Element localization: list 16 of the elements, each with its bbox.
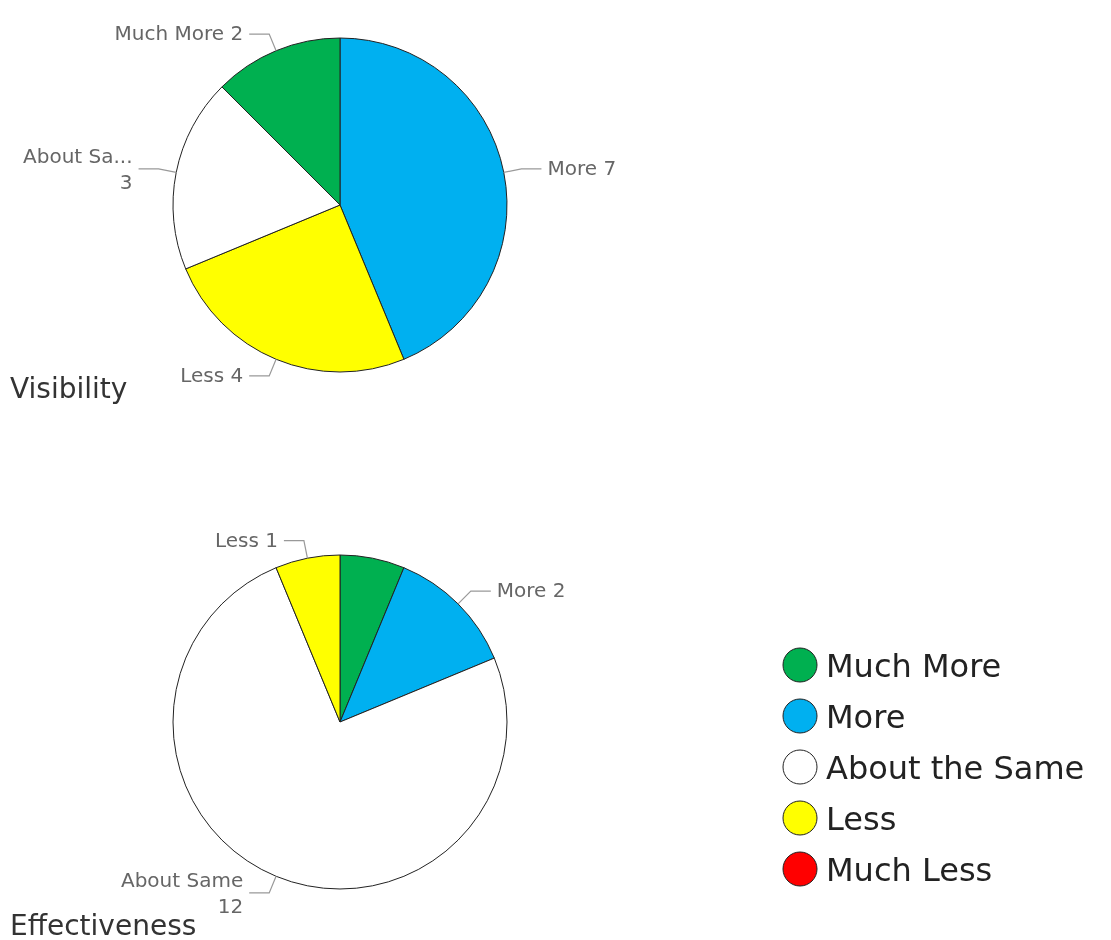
data-label: Less 1: [214, 527, 278, 552]
slice-label: Less: [180, 362, 225, 387]
data-label: 4: [230, 362, 244, 387]
data-label: More 2: [496, 578, 566, 603]
legend-label: Less: [826, 800, 897, 838]
legend-label: More: [826, 698, 906, 736]
data-label: 2: [230, 21, 244, 46]
legend-label: About the Same: [826, 749, 1085, 787]
data-label: 3: [119, 169, 133, 194]
slice-label: Much More: [114, 21, 225, 46]
legend-label: Much More: [826, 647, 1002, 685]
legend-label: Much Less: [826, 851, 993, 889]
slice-label: More: [547, 155, 598, 180]
text: Visibility: [10, 372, 128, 405]
slice-label: About Sa...: [23, 143, 133, 168]
data-label: 7: [603, 155, 617, 180]
